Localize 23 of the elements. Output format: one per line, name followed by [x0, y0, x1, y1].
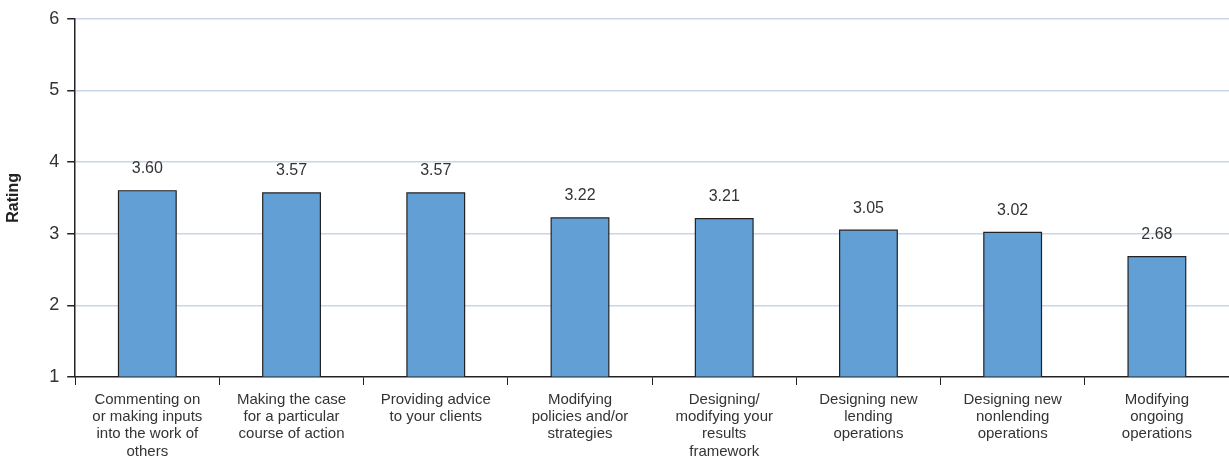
x-tick-label: Modifying ongoing operations: [1121, 389, 1192, 442]
data-label: 3.22: [564, 186, 596, 204]
x-tick-label: Making the case for a particular course of action: [236, 389, 347, 442]
x-tick-label: Designing new nonlending operations: [963, 389, 1063, 442]
y-tick-label: 5: [49, 79, 60, 100]
data-label: 3.60: [131, 159, 163, 177]
data-label: 3.21: [708, 187, 740, 205]
data-label: 3.57: [420, 161, 452, 179]
y-tick-label: 6: [49, 7, 60, 28]
y-tick-label: 1: [49, 365, 60, 386]
data-label: 3.05: [852, 198, 885, 216]
x-tick-label: Designing/ modifying your results framework: [675, 389, 773, 459]
x-tick-label: Designing new lending operations: [819, 389, 918, 442]
x-tick-label: Commenting on or making inputs into the work of others: [92, 389, 203, 459]
y-tick-label: 3: [49, 222, 60, 243]
y-tick-label: 4: [49, 151, 60, 172]
x-tick-label: Providing advice to your clients: [380, 389, 491, 425]
data-label: 3.02: [997, 200, 1029, 218]
y-axis-title: Rating: [4, 173, 22, 223]
data-label: 3.57: [275, 161, 308, 179]
data-label: 2.68: [1141, 225, 1173, 243]
y-tick-label: 2: [49, 294, 60, 315]
x-tick-label: Modifying policies and/or strategies: [531, 389, 629, 442]
